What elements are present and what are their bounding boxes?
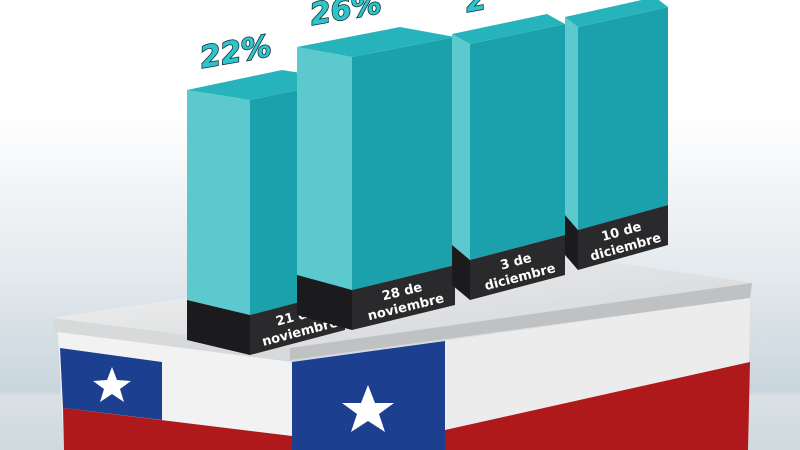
bar-left-face bbox=[452, 34, 470, 260]
bar-top-face bbox=[565, 0, 668, 27]
bar-right-face bbox=[352, 37, 455, 290]
bar-base-left bbox=[297, 275, 352, 330]
bar-right-face bbox=[578, 7, 668, 230]
chile-flag-star-icon bbox=[342, 385, 394, 432]
bar-top-face bbox=[297, 27, 455, 57]
bar-base-left bbox=[565, 215, 578, 270]
bar-base-left bbox=[187, 300, 250, 355]
bar-base-right bbox=[352, 265, 455, 330]
bar-base-right bbox=[578, 205, 668, 270]
bar-left-face bbox=[187, 90, 250, 315]
flag-right-red bbox=[445, 362, 750, 450]
bar-top-face bbox=[452, 14, 565, 44]
data-label: 2 bbox=[462, 0, 489, 20]
bar-left-face bbox=[565, 17, 578, 230]
ballot-box-top-edge-right bbox=[290, 283, 752, 360]
chile-flag-star-icon bbox=[93, 367, 131, 402]
flag-left-red bbox=[63, 408, 292, 450]
bar-base-right bbox=[470, 235, 565, 300]
bar-left-face bbox=[297, 47, 352, 290]
bar-right-face bbox=[470, 24, 565, 260]
bar-base-left bbox=[452, 245, 470, 300]
